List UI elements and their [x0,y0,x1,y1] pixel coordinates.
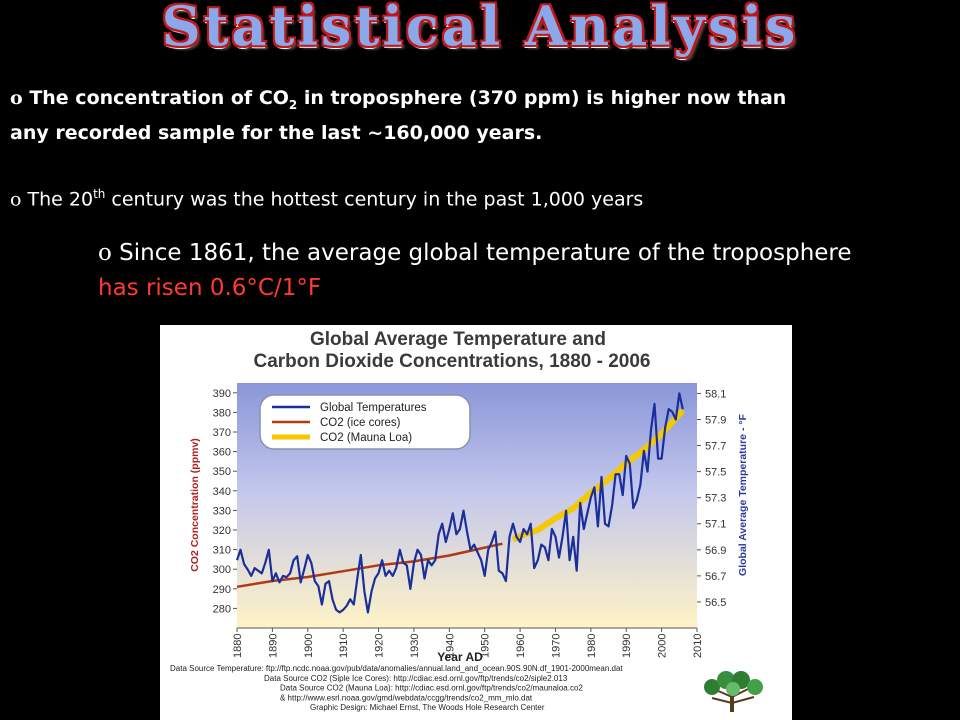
tree-logo [704,671,763,712]
footer-line: & http://www.esrl.noaa.gov/gmd/webdata/c… [280,693,533,702]
x-tick-label: 1980 [586,634,598,658]
x-tick-label: 1970 [550,634,562,658]
x-tick-label: 1990 [621,634,633,658]
y2-tick-label: 56.7 [705,571,726,583]
bullet-marker: o [10,87,23,109]
bullet-text-part1: The concentration of CO [29,87,289,109]
chart-panel: Global Average Temperature and Carbon Di… [160,325,792,720]
footer-line: Graphic Design: Michael Ernst, The Woods… [310,703,545,712]
y-tick-label: 340 [213,486,231,498]
legend-label-mauna: CO2 (Mauna Loa) [320,432,412,444]
y-tick-label: 370 [213,427,231,439]
x-tick-label: 2000 [657,634,669,658]
bullet-text-part1: The 20 [27,188,94,211]
x-tick-label: 2010 [692,634,704,658]
footer-line: Data Source Temperature: ftp://ftp.ncdc.… [170,664,623,673]
superscript-th: th [93,187,106,201]
bullet-co2-concentration: o The concentration of CO2 in tropospher… [10,84,810,147]
highlight-text: has risen 0.6°C/1°F [98,275,322,301]
series-line-temperature [235,392,684,614]
y-tick-label: 300 [213,564,231,576]
y2-tick-label: 57.3 [705,493,726,505]
bullet-hottest-century: o The 20th century was the hottest centu… [10,180,910,213]
subscript-2: 2 [288,97,298,112]
y-tick-label: 310 [213,545,231,557]
y2-tick-label: 57.1 [705,519,726,531]
bullet-text-part2: in troposphere (370 ppm) is higher now t… [10,87,787,144]
bullet-marker: o [10,188,22,211]
x-tick-label: 1960 [515,634,527,658]
chart-title-line1: Global Average Temperature and [310,329,606,350]
footer-line: Data Source CO2 (Mauna Loa): http://cdia… [280,684,583,693]
legend-label-temperature: Global Temperatures [320,402,427,414]
x-tick-label: 1890 [267,634,279,658]
series-line-ice [236,542,503,589]
bullet-text-part2: century was the hottest century in the p… [105,188,644,211]
y-tick-label: 290 [213,584,231,596]
y-tick-label: 360 [213,447,231,459]
chart-title-line2: Carbon Dioxide Concentrations, 1880 - 20… [253,351,650,372]
x-tick-label: 1930 [409,634,421,658]
x-tick-label: 1900 [303,634,315,658]
y2-axis-label: Global Average Temperature - °F [737,413,749,576]
y-tick-label: 320 [213,525,231,537]
bullet-text: Since 1861, the average global temperatu… [119,240,852,266]
x-axis-label: Year AD [437,650,483,664]
legend-label-ice: CO2 (ice cores) [320,417,401,429]
legend: Global Temperatures CO2 (ice cores) CO2 (M… [259,394,471,450]
chart-svg: Global Average Temperature and Carbon Di… [170,329,763,712]
slide-title: Statistical Analysis [161,0,799,58]
y-tick-label: 330 [213,505,231,517]
x-tick-label: 1940 [444,634,456,658]
x-tick-label: 1920 [374,634,386,658]
x-tick-label: 1950 [480,634,492,658]
x-tick-label: 1880 [232,634,244,658]
y2-tick-label: 58.1 [705,388,726,400]
x-tick-label: 1910 [338,634,350,658]
y2-tick-label: 56.5 [705,597,726,609]
y2-tick-label: 57.5 [705,467,726,479]
legend-box [259,394,471,450]
bullet-marker: o [98,240,112,266]
chart-footer: Data Source Temperature: ftp://ftp.ncdc.… [170,664,623,712]
y-tick-label: 380 [213,407,231,419]
y-tick-label: 350 [213,466,231,478]
y2-tick-label: 57.7 [705,441,726,453]
y2-tick-label: 57.9 [705,414,726,426]
y-axis-label: CO2 Concentration (ppmv) [189,438,201,572]
footer-line: Data Source CO2 (Siple Ice Cores): http:… [264,674,568,683]
y-tick-label: 280 [213,603,231,615]
bullet-temperature-rise: o Since 1861, the average global tempera… [98,236,858,306]
y2-tick-label: 56.9 [705,545,726,557]
y-tick-label: 390 [213,388,231,400]
